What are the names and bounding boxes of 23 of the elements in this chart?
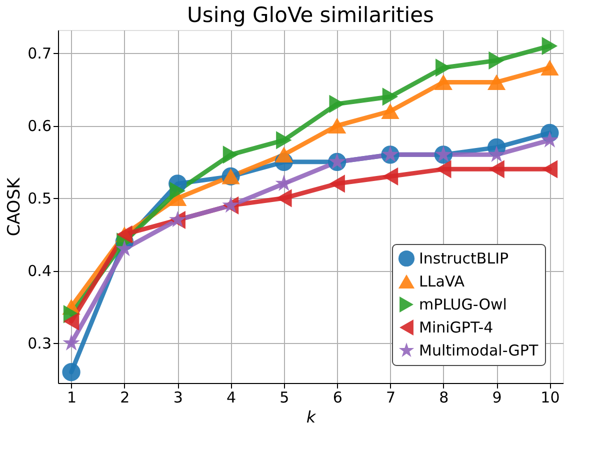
chart-title: Using GloVe similarities — [187, 3, 434, 27]
legend-label: MiniGPT-4 — [419, 318, 494, 336]
legend-label: mPLUG-Owl — [419, 296, 507, 314]
x-axis-title: k — [306, 408, 316, 426]
x-tick-label: 10 — [540, 388, 560, 406]
x-tick-label: 8 — [439, 388, 449, 406]
x-tick-label: 7 — [386, 388, 396, 406]
x-tick-label: 1 — [67, 388, 77, 406]
x-tick-label: 9 — [492, 388, 502, 406]
y-tick-label: 0.5 — [28, 190, 52, 208]
y-axis-title: CAOSK — [4, 176, 25, 236]
x-tick-label: 4 — [226, 388, 236, 406]
legend-label: LLaVA — [419, 272, 466, 290]
x-tick-label: 5 — [280, 388, 290, 406]
y-tick-label: 0.3 — [28, 334, 52, 353]
legend-label: Multimodal-GPT — [419, 342, 539, 360]
y-tick-label: 0.7 — [28, 44, 52, 63]
x-tick-label: 6 — [332, 388, 342, 406]
y-tick-label: 0.4 — [28, 262, 52, 280]
legend-label: InstructBLIP — [419, 250, 509, 268]
y-tick-label: 0.6 — [28, 117, 52, 136]
x-tick-label: 3 — [173, 388, 183, 406]
x-tick-label: 2 — [120, 388, 130, 406]
